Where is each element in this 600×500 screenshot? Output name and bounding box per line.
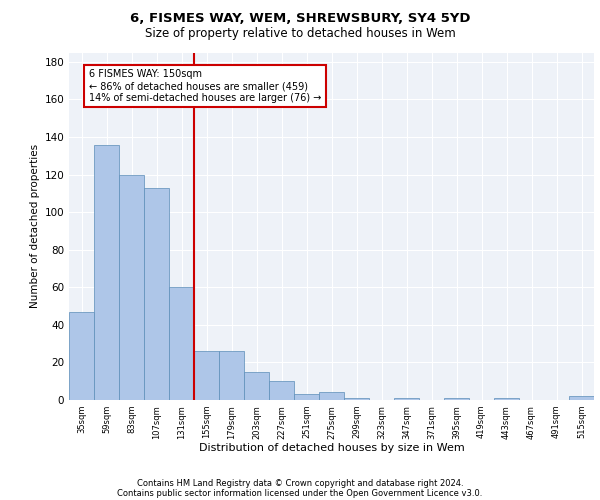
Bar bbox=[244, 372, 269, 400]
Bar bbox=[69, 312, 94, 400]
Bar bbox=[269, 381, 294, 400]
Text: Contains public sector information licensed under the Open Government Licence v3: Contains public sector information licen… bbox=[118, 488, 482, 498]
Bar bbox=[444, 398, 469, 400]
Bar bbox=[119, 174, 144, 400]
X-axis label: Distribution of detached houses by size in Wem: Distribution of detached houses by size … bbox=[199, 443, 464, 453]
Bar bbox=[569, 396, 594, 400]
Bar bbox=[169, 288, 194, 400]
Text: Contains HM Land Registry data © Crown copyright and database right 2024.: Contains HM Land Registry data © Crown c… bbox=[137, 478, 463, 488]
Bar bbox=[294, 394, 319, 400]
Text: 6 FISMES WAY: 150sqm
← 86% of detached houses are smaller (459)
14% of semi-deta: 6 FISMES WAY: 150sqm ← 86% of detached h… bbox=[89, 70, 322, 102]
Bar bbox=[344, 398, 369, 400]
Text: Size of property relative to detached houses in Wem: Size of property relative to detached ho… bbox=[145, 28, 455, 40]
Bar bbox=[494, 398, 519, 400]
Bar bbox=[219, 351, 244, 400]
Bar bbox=[144, 188, 169, 400]
Bar bbox=[194, 351, 219, 400]
Bar bbox=[394, 398, 419, 400]
Bar bbox=[94, 144, 119, 400]
Text: 6, FISMES WAY, WEM, SHREWSBURY, SY4 5YD: 6, FISMES WAY, WEM, SHREWSBURY, SY4 5YD bbox=[130, 12, 470, 26]
Bar bbox=[319, 392, 344, 400]
Y-axis label: Number of detached properties: Number of detached properties bbox=[30, 144, 40, 308]
